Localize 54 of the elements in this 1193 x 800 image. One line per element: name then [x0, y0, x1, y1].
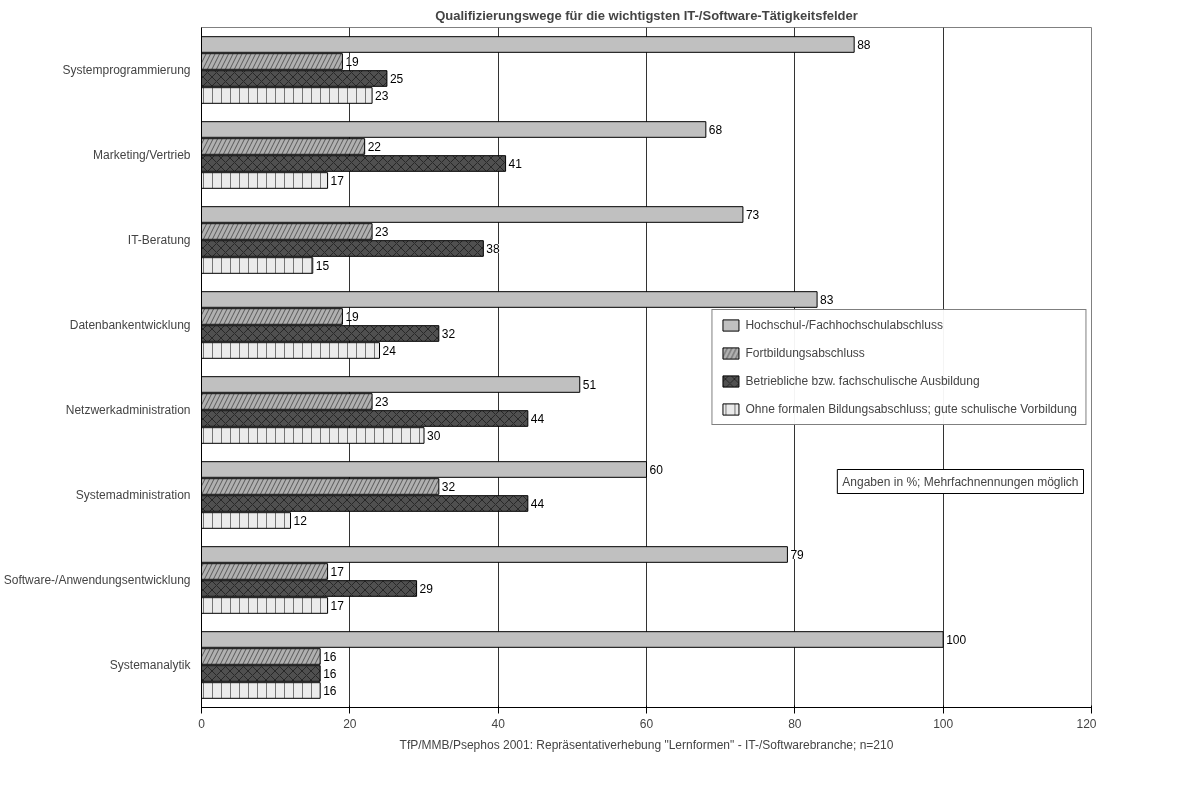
data-label: 30	[427, 429, 441, 443]
y-tick-label: Systemprogrammierung	[62, 63, 191, 77]
data-label: 38	[486, 242, 501, 256]
y-tick-label: Datenbankentwicklung	[69, 318, 191, 332]
data-label: 51	[582, 378, 597, 392]
data-label: 73	[745, 208, 760, 222]
data-label: 29	[419, 582, 434, 596]
data-label: 24	[382, 344, 397, 358]
legend-label: Hochschul-/Fachhochschulabschluss	[745, 318, 943, 332]
data-label: 25	[389, 72, 404, 86]
data-label: 79	[790, 548, 805, 562]
data-label: 23	[375, 89, 389, 103]
data-label: 32	[441, 327, 456, 341]
x-tick-label: 40	[491, 716, 506, 731]
data-label: 44	[530, 412, 545, 426]
data-label: 16	[323, 667, 337, 681]
data-label: 15	[315, 259, 330, 273]
data-label: 68	[708, 123, 723, 137]
data-label: 16	[323, 684, 337, 698]
text: TfP/MMB/Psephos 2001: Repräsentativerhebung "Lernformen" - IT-/Softwarebranche; n=210	[399, 737, 894, 752]
y-tick-label: Netzwerkadministration	[65, 403, 191, 417]
x-tick-label: 60	[639, 716, 654, 731]
data-label: 60	[649, 463, 664, 477]
data-label: 19	[345, 310, 360, 324]
y-tick-label: Systemadministration	[75, 488, 191, 502]
data-label: 32	[441, 480, 456, 494]
data-label: 23	[375, 225, 389, 239]
y-tick-label: IT-Beratung	[127, 233, 191, 247]
data-label: 16	[323, 650, 337, 664]
legend-label: Betriebliche bzw. fachschulische Ausbildung	[745, 374, 980, 388]
data-label: 23	[375, 395, 389, 409]
data-label: 12	[293, 514, 308, 528]
data-label: 88	[857, 38, 871, 52]
legend-label: Ohne formalen Bildungsabschluss; gute schulische Vorbildung	[745, 402, 1077, 416]
data-label: 83	[820, 293, 834, 307]
data-label: 22	[367, 140, 382, 154]
data-label: 41	[508, 157, 523, 171]
data-label: 17	[330, 599, 345, 613]
data-label: 44	[530, 497, 545, 511]
y-tick-label: Systemanalytik	[109, 658, 192, 672]
data-label: 100	[946, 633, 967, 647]
x-tick-label: 120	[1076, 716, 1097, 731]
chart-title: Qualifizierungswege für die wichtigsten IT-/Software-Tätigkeitsfelder	[435, 7, 858, 23]
legend-label: Fortbildungsabschluss	[745, 346, 865, 360]
x-tick-label: 100	[933, 716, 954, 731]
data-label: 19	[345, 55, 360, 69]
x-tick-label: 0	[198, 716, 206, 731]
data-label: 17	[330, 565, 345, 579]
data-label: 17	[330, 174, 345, 188]
annotation: Angaben in %; Mehrfachnennungen möglich	[842, 474, 1079, 489]
y-tick-label: Marketing/Vertrieb	[93, 148, 191, 162]
y-tick-label: Software-/Anwendungsentwicklung	[3, 573, 191, 587]
x-tick-label: 20	[343, 716, 357, 731]
x-tick-label: 80	[788, 716, 802, 731]
